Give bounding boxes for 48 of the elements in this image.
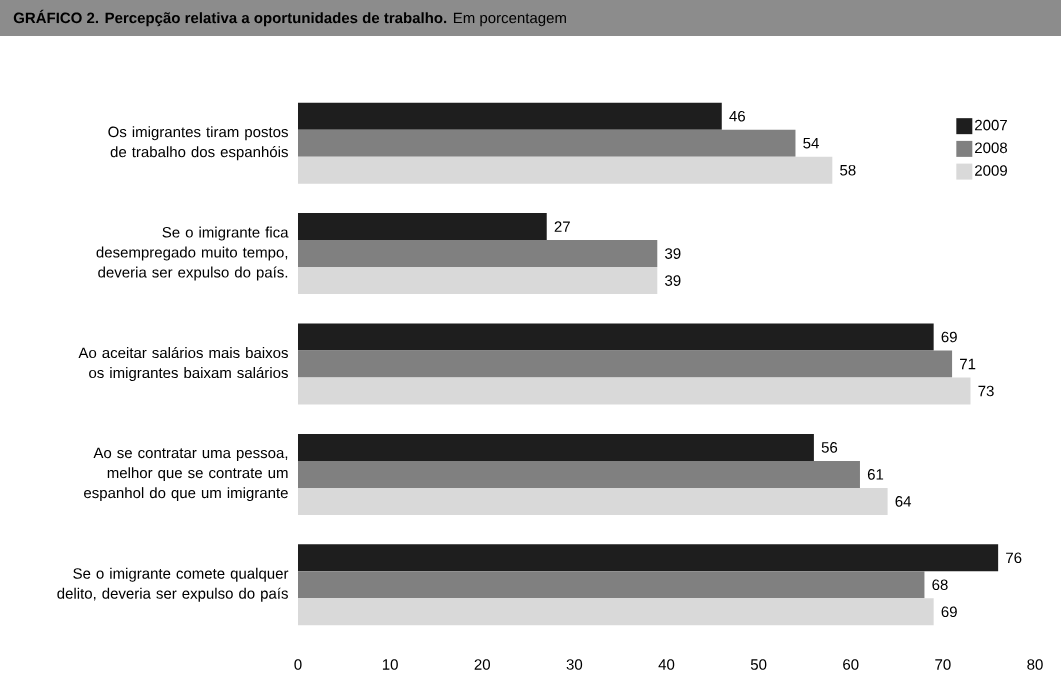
x-tick-label: 0 [294, 659, 302, 670]
x-tick-label: 70 [935, 659, 951, 670]
x-tick-label: 60 [843, 659, 859, 670]
data-label: 71 [960, 358, 976, 370]
bar [298, 460, 860, 488]
bar [298, 571, 925, 599]
bar [298, 350, 953, 378]
data-label: 27 [554, 221, 570, 232]
y-tick-label: Os imigrantes tiram postos de trabalho dos espanhóis [108, 126, 288, 161]
data-label: 54 [803, 137, 819, 149]
data-label: 39 [665, 275, 681, 286]
x-tick-label: 80 [1027, 659, 1043, 670]
bar [298, 102, 722, 130]
data-label: 58 [840, 164, 856, 176]
bar [298, 267, 658, 295]
bar [298, 323, 934, 351]
data-label: 46 [729, 110, 745, 122]
y-tick-label: Se o imigrante fica desempregado muito tempo, deveria ser expulso do país. [96, 226, 289, 281]
y-tick-label: Ao se contratar uma pessoa, melhor que se contrate um espanhol do que um imigrante [84, 447, 288, 502]
x-tick-label: 30 [566, 659, 583, 670]
data-label: 69 [941, 331, 957, 343]
legend-label: 2009 [975, 165, 1007, 176]
legend-label: 2008 [975, 142, 1008, 154]
bar [298, 487, 888, 515]
bar [298, 598, 934, 626]
x-tick-label: 50 [750, 659, 767, 670]
data-label: 56 [821, 442, 838, 453]
data-label: 76 [1006, 552, 1022, 564]
x-tick-label: 40 [658, 659, 675, 670]
data-label: 61 [867, 469, 884, 480]
data-label: 39 [665, 248, 681, 259]
bar [298, 213, 547, 241]
bar [298, 377, 971, 405]
data-label: 64 [895, 496, 912, 507]
legend-label: 2007 [975, 119, 1007, 131]
y-tick-label: Se o imigrante comete qualquer delito, deveria ser expulso do país [57, 567, 289, 602]
data-label: 73 [978, 385, 994, 397]
x-tick-label: 20 [474, 659, 490, 670]
data-label: 69 [941, 606, 957, 618]
bar [298, 156, 833, 184]
bar [298, 240, 658, 268]
bar [298, 433, 814, 461]
x-tick-label: 10 [382, 659, 398, 670]
chart-title: GRÁFICO 2. Percepção relativa a oportunidades de trabalho. Em porcentagem [13, 9, 566, 27]
bar [298, 129, 796, 157]
y-tick-label: Ao aceitar salários mais baixos os imigrantes baixam salários [78, 346, 288, 382]
data-label: 68 [932, 579, 948, 591]
bar [298, 544, 999, 572]
